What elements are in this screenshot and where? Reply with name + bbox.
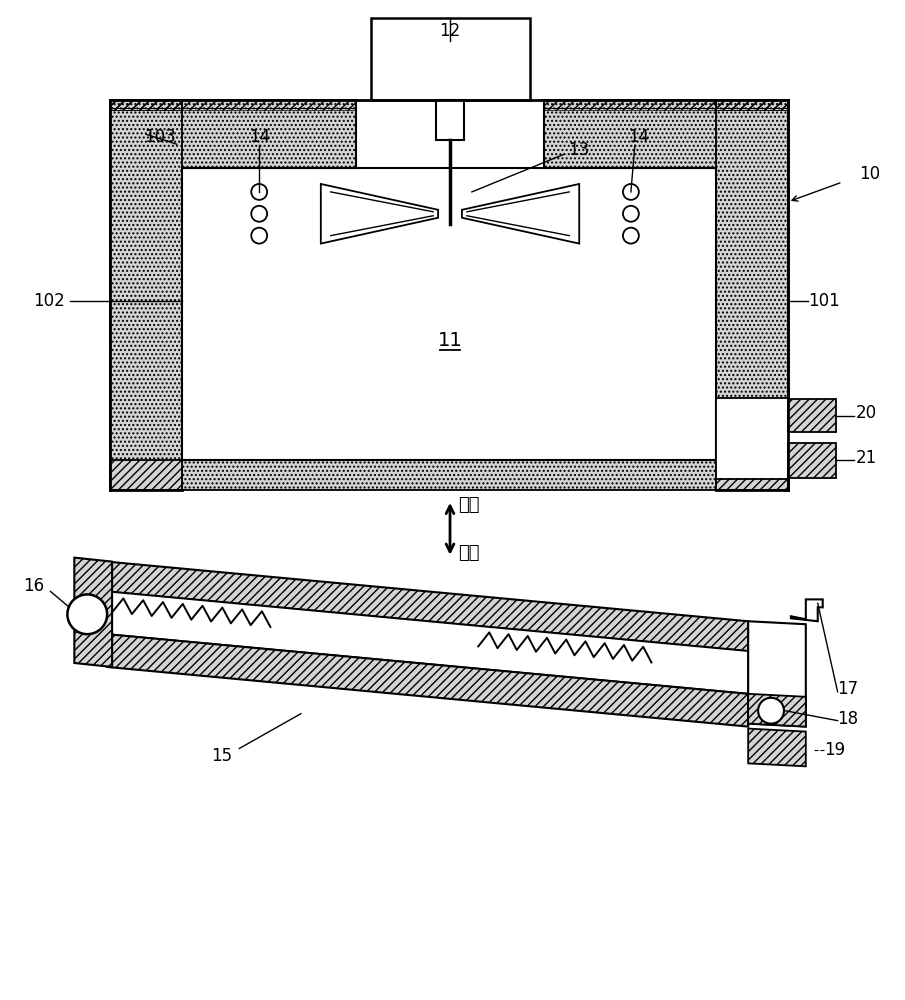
Text: 10: 10 xyxy=(860,165,881,183)
Text: 11: 11 xyxy=(438,331,462,350)
Polygon shape xyxy=(545,100,788,168)
Polygon shape xyxy=(182,460,717,490)
Text: 15: 15 xyxy=(211,747,232,765)
Text: 16: 16 xyxy=(24,577,44,595)
Polygon shape xyxy=(748,621,805,727)
Polygon shape xyxy=(110,460,182,490)
Text: 19: 19 xyxy=(824,741,845,759)
Circle shape xyxy=(623,184,639,200)
Polygon shape xyxy=(107,634,748,727)
Polygon shape xyxy=(748,729,805,766)
Circle shape xyxy=(252,184,267,200)
Text: 101: 101 xyxy=(808,292,840,310)
Polygon shape xyxy=(717,399,788,478)
Circle shape xyxy=(623,206,639,222)
Polygon shape xyxy=(717,100,788,490)
Polygon shape xyxy=(788,399,835,432)
Circle shape xyxy=(623,228,639,244)
Text: 103: 103 xyxy=(144,128,176,146)
Polygon shape xyxy=(110,100,356,168)
Text: 102: 102 xyxy=(33,292,64,310)
Circle shape xyxy=(758,698,784,724)
Text: 打开: 打开 xyxy=(458,544,480,562)
Circle shape xyxy=(67,594,107,634)
Text: 18: 18 xyxy=(838,710,859,728)
Polygon shape xyxy=(462,184,579,244)
Text: 12: 12 xyxy=(440,22,461,40)
Text: 17: 17 xyxy=(838,680,859,698)
Polygon shape xyxy=(74,558,112,667)
Polygon shape xyxy=(791,599,823,621)
Polygon shape xyxy=(107,562,748,651)
Polygon shape xyxy=(182,168,717,460)
Text: 14: 14 xyxy=(628,128,650,146)
Polygon shape xyxy=(320,184,438,244)
Text: 21: 21 xyxy=(855,449,877,467)
Polygon shape xyxy=(717,460,788,490)
Text: 14: 14 xyxy=(249,128,270,146)
Bar xyxy=(370,18,529,100)
Circle shape xyxy=(252,228,267,244)
Polygon shape xyxy=(110,100,182,490)
Bar xyxy=(436,100,464,140)
Text: 13: 13 xyxy=(568,141,590,159)
Polygon shape xyxy=(107,591,748,694)
Text: 20: 20 xyxy=(855,404,877,422)
Circle shape xyxy=(252,206,267,222)
Text: 闭锁: 闭锁 xyxy=(458,496,480,514)
Polygon shape xyxy=(748,694,805,727)
Polygon shape xyxy=(788,443,835,478)
